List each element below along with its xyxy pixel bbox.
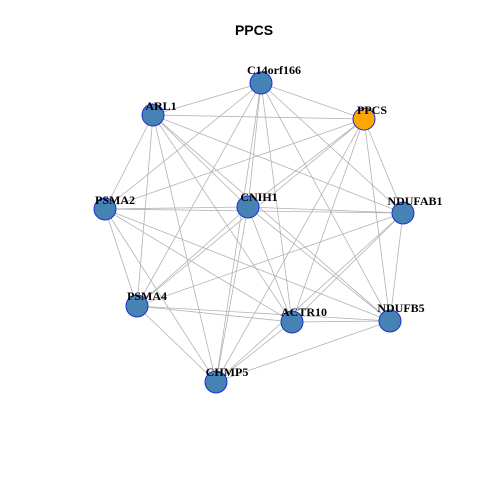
edge-arl1-chmp5 [152, 114, 217, 383]
node-label: NDUFAB1 [387, 194, 442, 208]
edge-c14orf166-chmp5 [215, 82, 262, 383]
node-ndufab1: NDUFAB1 [387, 194, 443, 225]
node-circle [204, 370, 228, 394]
node-actr10: ACTR10 [280, 305, 327, 334]
edge-c14orf166-ndufb5 [260, 82, 391, 322]
edge-ndufab1-ndufb5 [389, 212, 404, 322]
node-circle [249, 71, 273, 95]
edge-cnih1-ndufb5 [247, 206, 391, 322]
edge-psma2-ndufb5 [104, 208, 391, 322]
edge-c14orf166-ppcs [260, 82, 365, 120]
node-cnih1: CNIH1 [236, 190, 278, 219]
node-circle [280, 310, 304, 334]
edge-ndufab1-psma4 [136, 212, 404, 307]
edge-actr10-chmp5 [215, 321, 293, 383]
node-label: PPCS [357, 103, 387, 117]
edge-ndufb5-chmp5 [215, 320, 391, 383]
node-c14orf166: C14orf166 [247, 63, 301, 95]
node-label: ARL1 [145, 99, 176, 113]
edge-psma2-psma4 [104, 208, 138, 307]
edge-psma2-cnih1 [104, 206, 249, 210]
edge-ppcs-arl1 [152, 114, 365, 120]
node-psma2: PSMA2 [93, 193, 135, 221]
node-arl1: ARL1 [141, 99, 177, 127]
edge-actr10-ndufb5 [291, 320, 391, 323]
edge-psma4-ndufb5 [136, 305, 391, 322]
node-ndufb5: NDUFB5 [377, 301, 425, 333]
edge-arl1-cnih1 [152, 114, 249, 208]
edge-arl1-psma4 [136, 114, 154, 307]
edge-c14orf166-psma2 [104, 82, 262, 210]
edge-c14orf166-cnih1 [247, 82, 262, 208]
edge-arl1-psma2 [104, 114, 154, 210]
edge-psma2-actr10 [104, 208, 293, 323]
edge-psma2-chmp5 [104, 208, 217, 383]
node-chmp5: CHMP5 [204, 365, 249, 394]
node-layer: C14orf166 PPCS ARL1 PSMA2 CNIH1 NDUFAB1 PSMA4 A… [93, 63, 443, 394]
node-label: ACTR10 [281, 305, 327, 319]
edge-psma4-chmp5 [136, 305, 217, 383]
edge-ndufab1-actr10 [291, 212, 404, 323]
node-circle [391, 201, 415, 225]
edge-arl1-actr10 [152, 114, 293, 323]
node-label: CHMP5 [206, 365, 249, 379]
edge-c14orf166-ndufab1 [260, 82, 404, 214]
edge-ppcs-cnih1 [247, 118, 365, 208]
edge-ppcs-psma2 [104, 118, 365, 210]
edge-cnih1-chmp5 [215, 206, 249, 383]
edge-cnih1-psma4 [136, 206, 249, 307]
node-label: PSMA4 [127, 289, 167, 303]
edge-ppcs-actr10 [291, 118, 365, 323]
node-psma4: PSMA4 [125, 289, 167, 318]
node-circle [352, 107, 376, 131]
node-circle [141, 103, 165, 127]
edge-c14orf166-arl1 [152, 82, 262, 116]
edge-ndufab1-chmp5 [215, 212, 404, 383]
node-circle [93, 197, 117, 221]
edge-arl1-ndufb5 [152, 114, 391, 322]
edge-psma4-actr10 [136, 305, 293, 323]
edge-ppcs-ndufb5 [363, 118, 391, 322]
edge-cnih1-ndufab1 [247, 206, 404, 214]
node-circle [236, 195, 260, 219]
edge-c14orf166-actr10 [260, 82, 293, 323]
node-label: PSMA2 [95, 193, 135, 207]
node-circle [125, 294, 149, 318]
node-label: CNIH1 [240, 190, 277, 204]
node-circle [378, 309, 402, 333]
diagram-title: PPCS [235, 22, 273, 38]
edge-ppcs-ndufab1 [363, 118, 404, 214]
edge-c14orf166-psma4 [136, 82, 262, 307]
edge-ppcs-chmp5 [215, 118, 365, 383]
node-label: C14orf166 [247, 63, 301, 77]
edge-cnih1-actr10 [247, 206, 293, 323]
node-ppcs: PPCS [352, 103, 387, 131]
edge-arl1-ndufab1 [152, 114, 404, 214]
node-label: NDUFB5 [377, 301, 424, 315]
